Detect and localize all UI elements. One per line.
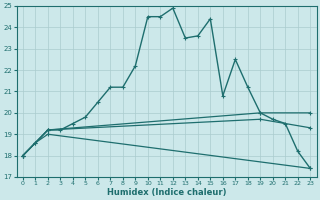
X-axis label: Humidex (Indice chaleur): Humidex (Indice chaleur) — [107, 188, 226, 197]
